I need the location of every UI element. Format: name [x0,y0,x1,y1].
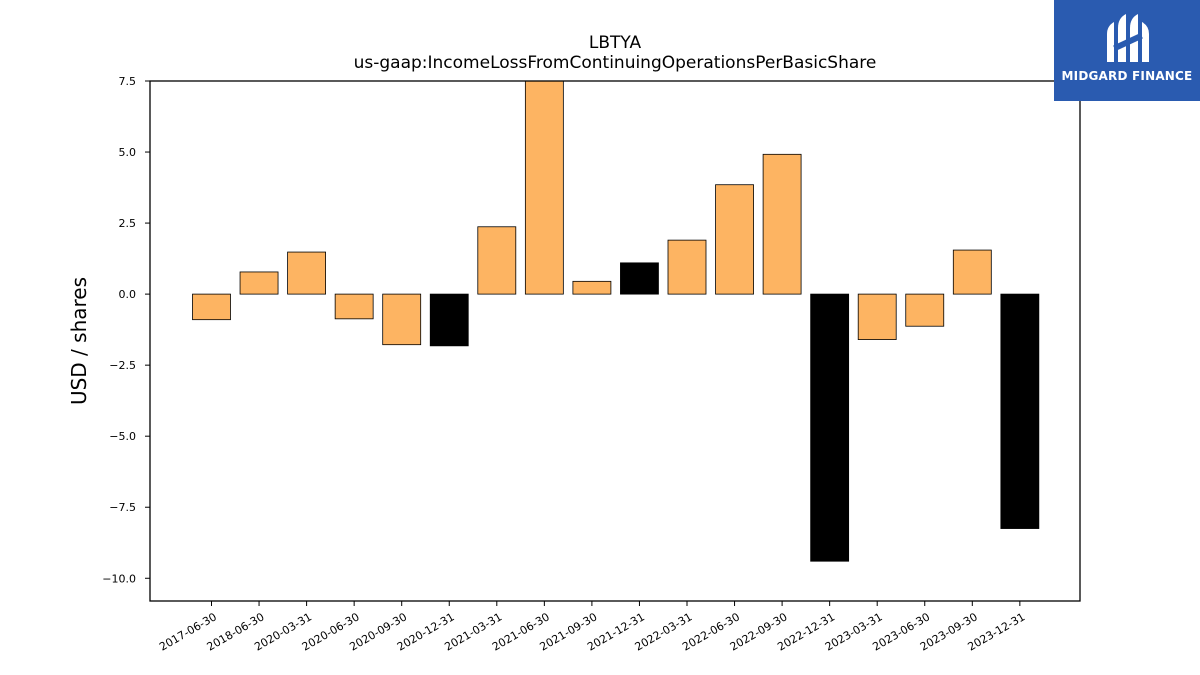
y-tick-label: 2.5 [119,217,137,230]
y-tick-label: 5.0 [119,146,137,159]
y-axis-ticks: 7.5 5.0 2.5 0.0 −2.5 −5.0 −7.5 −10.0 [102,75,150,585]
x-axis-ticks: 2017-06-302018-06-302020-03-312020-06-30… [157,601,1027,654]
chart-subtitle: us-gaap:IncomeLossFromContinuingOperatio… [354,53,877,73]
bar-2022-06-30 [715,184,754,295]
bar-2020-12-31 [429,293,469,347]
bar-2021-06-30 [524,80,564,295]
bar-2020-03-31 [287,251,327,295]
y-tick-label: −7.5 [109,501,136,514]
midgard-logo-icon [1107,14,1149,62]
bar-2018-06-30 [239,271,279,295]
y-tick-label: −2.5 [109,359,136,372]
chart-title: LBTYA [589,33,642,53]
logo-text: MIDGARD FINANCE [1061,69,1193,83]
bar-2021-03-31 [477,226,517,295]
bar-2017-06-30 [192,293,231,321]
brand-logo: MIDGARD FINANCE [1054,0,1200,101]
y-tick-label: −10.0 [102,572,136,585]
bar-2023-09-30 [952,249,992,295]
y-tick-label: −5.0 [109,430,136,443]
bar-2023-12-31 [1000,293,1040,529]
bars-layer [192,80,1040,562]
y-tick-label: 7.5 [119,75,137,88]
bar-2023-03-31 [857,293,897,340]
bar-2020-06-30 [334,293,374,320]
bar-2022-12-31 [810,293,850,562]
bar-2022-09-30 [762,153,802,295]
y-axis-label: USD / shares [67,277,91,405]
y-tick-label: 0.0 [119,288,137,301]
bar-2022-03-31 [667,239,707,295]
bar-2023-06-30 [905,293,945,327]
bar-2021-12-31 [620,262,659,295]
plot-frame [149,80,1081,602]
bar-2021-09-30 [572,280,612,295]
bar-2020-09-30 [382,293,422,346]
